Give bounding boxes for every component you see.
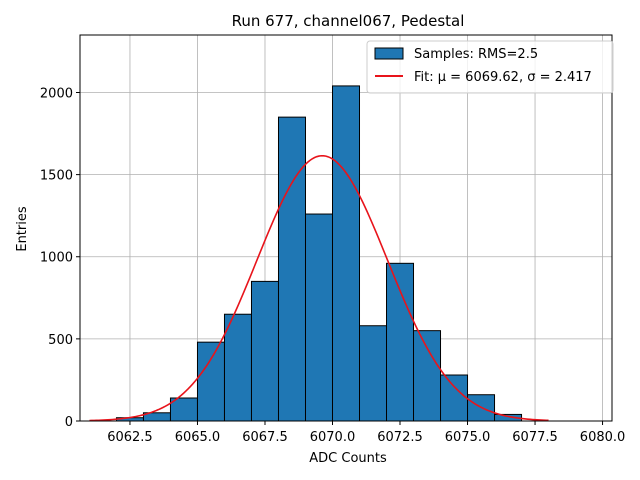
histogram-bars xyxy=(115,85,523,422)
histogram-bar xyxy=(440,374,469,422)
x-tick-label: 6072.5 xyxy=(377,430,423,445)
x-tick-label: 6062.5 xyxy=(107,430,153,445)
x-tick-label: 6067.5 xyxy=(242,430,288,445)
x-tick-label: 6077.5 xyxy=(512,430,558,445)
histogram-bar xyxy=(223,313,252,422)
x-tick-label: 6070.0 xyxy=(310,430,356,445)
histogram-bar xyxy=(304,213,333,422)
fit-curve xyxy=(89,154,549,422)
legend: Samples: RMS=2.5 Fit: μ = 6069.62, σ = 2… xyxy=(366,40,614,94)
chart-title: Run 677, channel067, Pedestal xyxy=(232,12,465,30)
x-axis-label: ADC Counts xyxy=(309,451,387,466)
y-tick-label: 500 xyxy=(48,333,73,348)
x-axis-ticks: 6062.5 6065.0 6067.5 6070.0 6072.5 6075.0 6077… xyxy=(107,421,625,445)
y-tick-label: 0 xyxy=(65,415,73,430)
legend-box xyxy=(366,40,614,94)
y-tick-label: 1000 xyxy=(40,251,73,266)
plot-frame xyxy=(79,34,613,422)
histogram-bar xyxy=(196,341,225,422)
x-tick-label: 6075.0 xyxy=(445,430,491,445)
histogram-bar xyxy=(359,325,388,422)
y-tick-label: 2000 xyxy=(40,86,73,101)
fit-curve-layer xyxy=(89,154,549,422)
x-tick-label: 6065.0 xyxy=(175,430,221,445)
legend-label-fit: Fit: μ = 6069.62, σ = 2.417 xyxy=(414,70,592,85)
histogram-bar xyxy=(277,116,306,422)
y-axis-ticks: 0 500 1000 1500 2000 xyxy=(40,86,80,430)
histogram-bar xyxy=(250,280,279,422)
legend-label-samples: Samples: RMS=2.5 xyxy=(414,47,538,62)
histogram-bar xyxy=(413,330,442,422)
histogram-bar xyxy=(386,262,415,422)
y-tick-label: 1500 xyxy=(40,169,73,184)
histogram-bar xyxy=(331,85,361,422)
y-axis-label: Entries xyxy=(15,206,30,252)
x-tick-label: 6080.0 xyxy=(580,430,626,445)
legend-swatch-samples xyxy=(374,47,404,60)
